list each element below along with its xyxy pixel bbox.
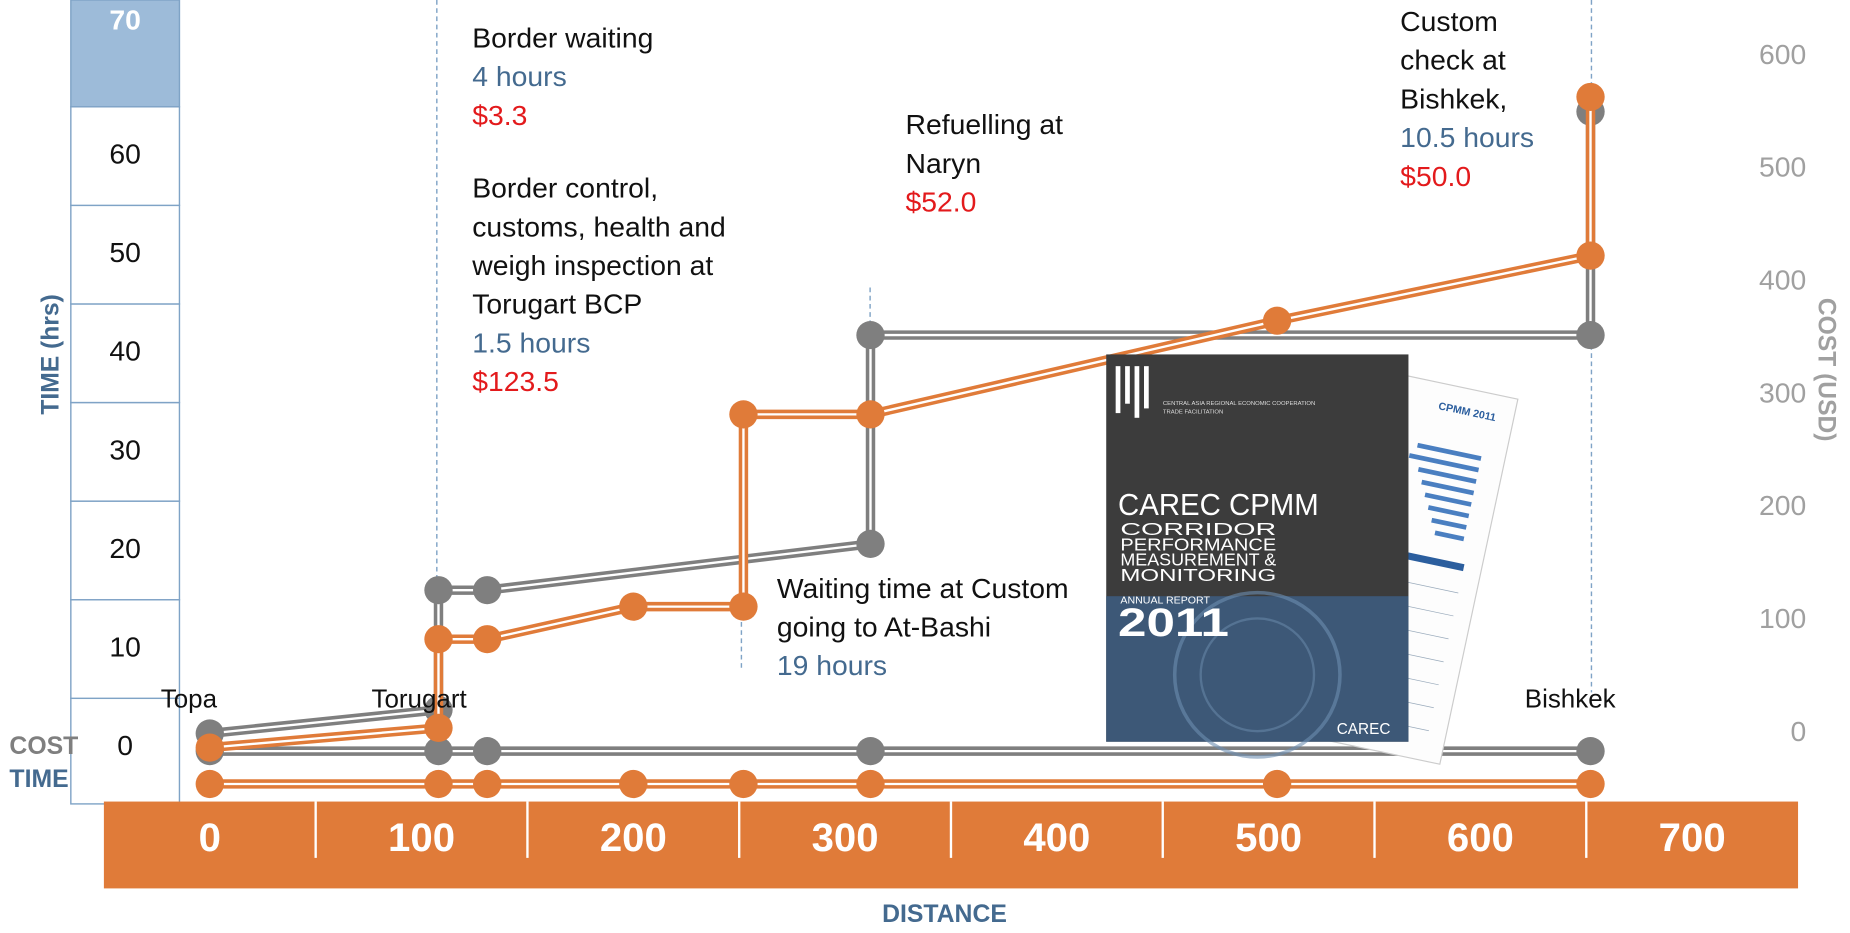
x-tick-label: 100 <box>388 816 455 860</box>
series-marker <box>424 576 452 604</box>
baseline-marker <box>729 770 757 798</box>
place-label: Bishkek <box>1525 686 1616 714</box>
place-label: Torugart <box>372 686 467 714</box>
report-title: CAREC CPMM <box>1118 488 1319 522</box>
annotation-text: Custom <box>1400 5 1498 37</box>
report-unit: TRADE FACILITATION <box>1163 409 1223 415</box>
baseline-marker <box>619 770 647 798</box>
x-tick-label: 200 <box>600 816 667 860</box>
y2-tick-label: 400 <box>1759 264 1806 296</box>
baseline-marker <box>424 770 452 798</box>
annotation-text: Refuelling at <box>906 108 1064 140</box>
annotation-time: 1.5 hours <box>472 327 590 359</box>
x-tick-label: 300 <box>812 816 879 860</box>
report-year: 2011 <box>1118 601 1229 645</box>
y2-tick-label: 300 <box>1759 376 1806 408</box>
chart: 0102030405060700100200300400500600010020… <box>0 0 1850 933</box>
report-brand: CAREC <box>1337 721 1391 738</box>
y2-tick-label: 500 <box>1759 151 1806 183</box>
annotation-text: Bishkek, <box>1400 82 1507 114</box>
annotation-text: Naryn <box>906 147 982 179</box>
baseline-marker <box>1576 737 1604 765</box>
x-axis-label: DISTANCE <box>882 901 1007 928</box>
report-org: CENTRAL ASIA REGIONAL ECONOMIC COOPERATI… <box>1163 401 1315 407</box>
annotation-time: 4 hours <box>472 60 567 92</box>
series-marker <box>856 400 884 428</box>
baseline-marker <box>856 770 884 798</box>
x-tick-label: 700 <box>1659 816 1726 860</box>
annotation-text: Border control, <box>472 172 658 204</box>
x-tick-label: 600 <box>1447 816 1514 860</box>
y2-axis-label: COST (USD) <box>1813 298 1840 442</box>
report-subtitle-line: MONITORING <box>1120 565 1276 585</box>
annotation-text: going to At-Bashi <box>777 611 991 643</box>
y2-tick-label: 100 <box>1759 602 1806 634</box>
series-marker <box>856 321 884 349</box>
annotation-text: check at <box>1400 44 1506 76</box>
y2-tick-label: 0 <box>1791 715 1807 747</box>
baseline-marker <box>1263 770 1291 798</box>
x-tick-label: 500 <box>1235 816 1302 860</box>
y2-tick-label: 200 <box>1759 489 1806 521</box>
report-cover: CPMM 2011 CENTRAL ASIA REGIONAL ECONOMIC <box>1106 354 1518 764</box>
y-tick-label: 0 <box>117 729 133 761</box>
place-label: Topa <box>161 686 218 714</box>
x-tick-label: 0 <box>199 816 221 860</box>
y2-tick-label: 600 <box>1759 38 1806 70</box>
y-tick-label: 50 <box>109 236 141 268</box>
annotation-text: customs, health and <box>472 210 726 242</box>
y-tick-label: 20 <box>109 532 141 564</box>
annotation-text: Waiting time at Custom <box>777 572 1069 604</box>
series-marker <box>1576 83 1604 111</box>
y-tick-label: 10 <box>109 631 141 663</box>
series-marker <box>1263 307 1291 335</box>
series-marker <box>1576 321 1604 349</box>
series-marker <box>473 576 501 604</box>
y-tick-label: 40 <box>109 335 141 367</box>
annotation-cost: $50.0 <box>1400 160 1471 192</box>
series-label: TIME <box>9 766 68 793</box>
annotation-text: Border waiting <box>472 21 653 53</box>
annotation-text: Torugart BCP <box>472 288 642 320</box>
annotation-cost: $52.0 <box>906 186 977 218</box>
series-marker <box>196 734 224 762</box>
y-tick-label: 30 <box>109 433 141 465</box>
y-axis-label: TIME (hrs) <box>37 294 64 414</box>
annotation-time: 19 hours <box>777 649 887 681</box>
y-tick-label: 70 <box>109 4 141 36</box>
baseline-marker <box>473 770 501 798</box>
baseline-marker <box>473 737 501 765</box>
series-marker <box>619 593 647 621</box>
series-marker <box>1576 242 1604 270</box>
series-marker <box>424 714 452 742</box>
series-marker <box>729 400 757 428</box>
series-marker <box>424 625 452 653</box>
annotation-cost: $123.5 <box>472 365 559 397</box>
baseline-marker <box>196 770 224 798</box>
x-tick-label: 400 <box>1023 816 1090 860</box>
annotation-time: 10.5 hours <box>1400 121 1534 153</box>
series-label: COST <box>9 733 78 760</box>
series-marker <box>473 625 501 653</box>
series-marker <box>729 593 757 621</box>
y-tick-label: 60 <box>109 138 141 170</box>
annotation-text: weigh inspection at <box>471 249 713 281</box>
annotation-cost: $3.3 <box>472 99 527 131</box>
series-marker <box>856 530 884 558</box>
baseline-marker <box>1576 770 1604 798</box>
baseline-marker <box>856 737 884 765</box>
